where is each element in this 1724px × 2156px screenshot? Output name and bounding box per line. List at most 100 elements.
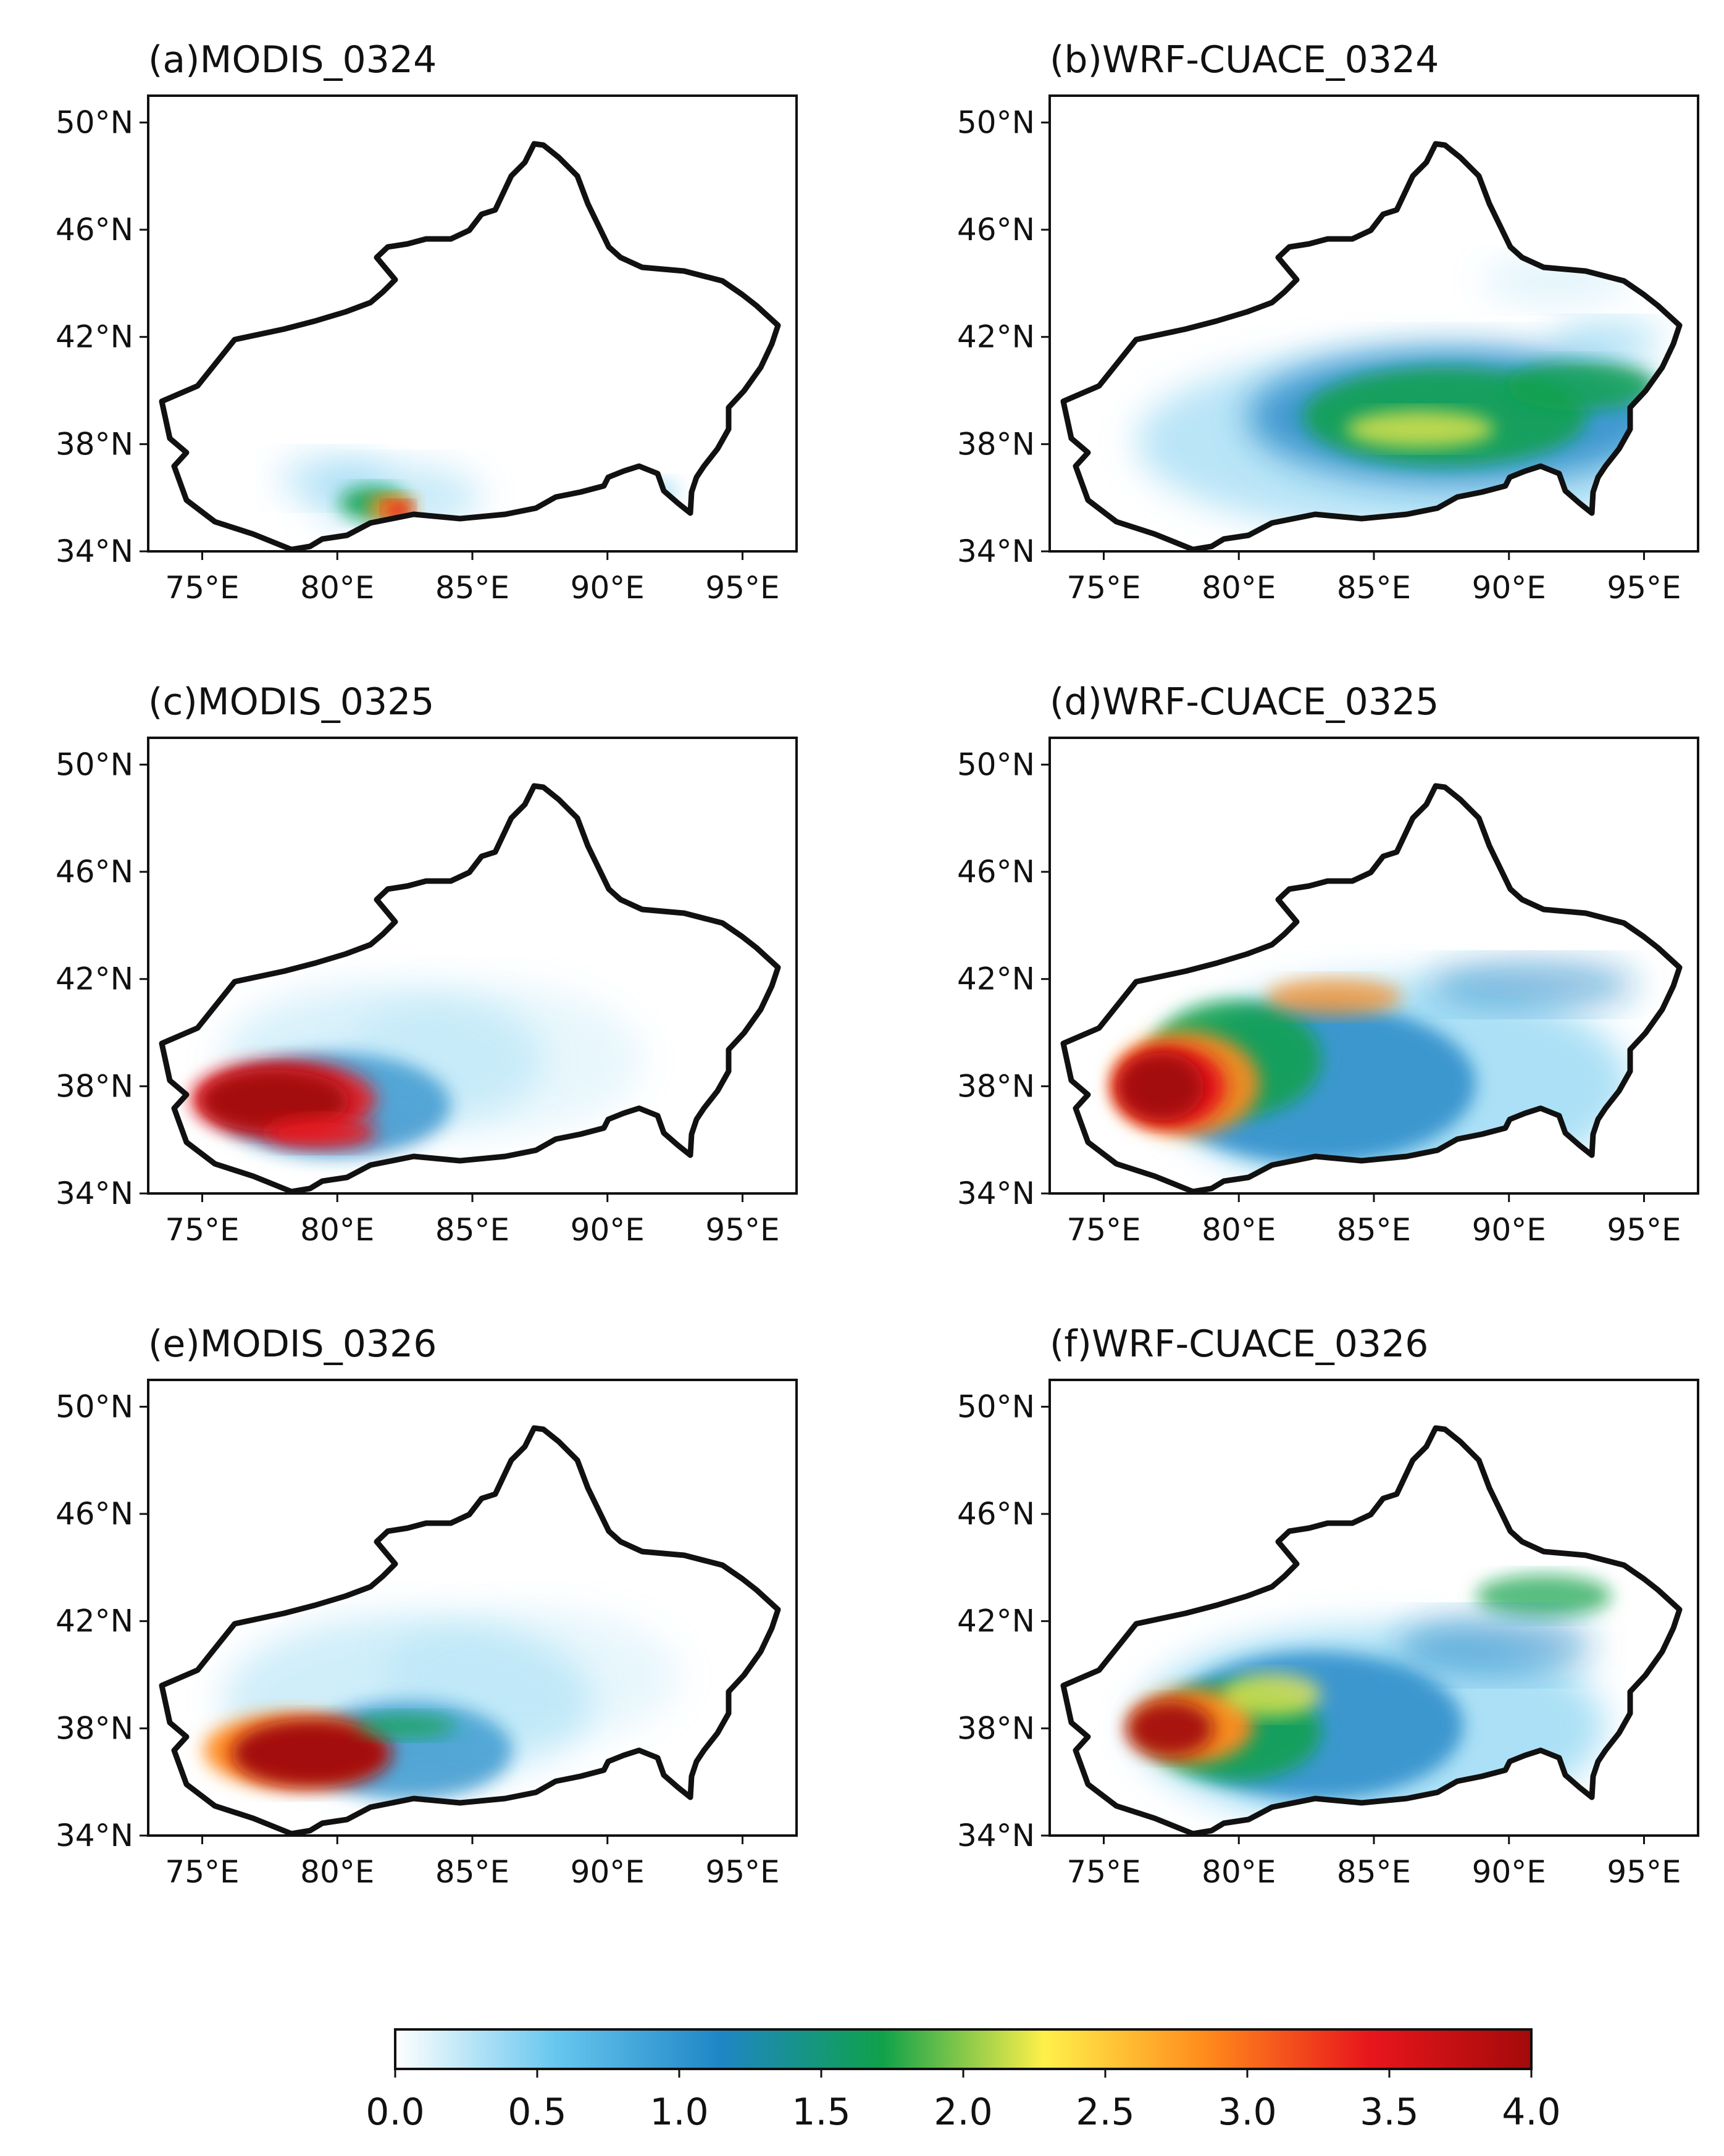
colorbar-tick-label: 3.5 bbox=[1360, 2091, 1418, 2134]
panel-title: (f)WRF-CUACE_0326 bbox=[1050, 1322, 1428, 1366]
xinjiang-border bbox=[159, 783, 781, 1195]
x-tick-label: 85°E bbox=[435, 570, 509, 606]
aod-field bbox=[1111, 960, 1636, 1189]
x-tick-label: 95°E bbox=[1607, 570, 1681, 606]
aod-blob bbox=[346, 985, 642, 1133]
y-tick-label: 34°N bbox=[957, 1176, 1035, 1211]
x-tick-label: 90°E bbox=[571, 1212, 645, 1248]
aod-blob bbox=[1127, 1701, 1213, 1757]
aod-field bbox=[1136, 256, 1680, 534]
y-tick-label: 50°N bbox=[56, 104, 133, 140]
panel-b: (b)WRF-CUACE_0324 75°E 80°E 85°E 90°E 95°E 50°… bbox=[957, 38, 1699, 606]
colorbar-tick-label: 0.5 bbox=[508, 2091, 566, 2134]
x-tick-label: 75°E bbox=[165, 570, 239, 606]
panel-title: (d)WRF-CUACE_0325 bbox=[1050, 680, 1439, 724]
x-tick-label: 75°E bbox=[1066, 1212, 1140, 1248]
colorbar-ticks: 0.0 0.5 1.0 1.5 2.0 2.5 3.0 3.5 4.0 bbox=[366, 2069, 1561, 2134]
x-tick-label: 75°E bbox=[1066, 1854, 1140, 1890]
y-tick-label: 42°N bbox=[56, 961, 133, 997]
xinjiang-border bbox=[1060, 1425, 1683, 1837]
y-tick-label: 46°N bbox=[957, 854, 1035, 890]
aod-blob bbox=[1223, 1673, 1321, 1716]
xinjiang-border bbox=[1060, 783, 1683, 1195]
y-tick-label: 50°N bbox=[957, 746, 1035, 782]
x-tick-label: 80°E bbox=[300, 570, 374, 606]
panel-title: (e)MODIS_0326 bbox=[148, 1322, 437, 1366]
x-tick-label: 90°E bbox=[571, 1854, 645, 1890]
aod-blob bbox=[1396, 1615, 1593, 1676]
x-tick-label: 80°E bbox=[300, 1854, 374, 1890]
y-tick-label: 50°N bbox=[957, 1389, 1035, 1424]
y-tick-label: 46°N bbox=[56, 854, 133, 890]
x-tick-label: 90°E bbox=[1472, 570, 1546, 606]
x-tick-label: 95°E bbox=[705, 1212, 779, 1248]
panel-title: (a)MODIS_0324 bbox=[148, 38, 437, 81]
colorbar-bar bbox=[394, 2028, 1533, 2070]
panel-title: (b)WRF-CUACE_0324 bbox=[1050, 38, 1439, 81]
y-tick-label: 50°N bbox=[56, 1389, 133, 1424]
colorbar-tick-label: 2.5 bbox=[1076, 2091, 1134, 2134]
x-tick-label: 85°E bbox=[1337, 1212, 1411, 1248]
aod-blob bbox=[1550, 321, 1661, 358]
y-tick-label: 50°N bbox=[957, 104, 1035, 140]
aod-blob bbox=[1266, 979, 1402, 1016]
x-tick-label: 85°E bbox=[1337, 570, 1411, 606]
colorbar-tick-label: 3.0 bbox=[1218, 2091, 1276, 2134]
y-tick-label: 34°N bbox=[957, 533, 1035, 569]
x-tick-label: 90°E bbox=[1472, 1212, 1546, 1248]
y-tick-label: 42°N bbox=[56, 319, 133, 355]
x-tick-label: 80°E bbox=[300, 1212, 374, 1248]
xinjiang-border bbox=[159, 141, 781, 553]
y-tick-label: 38°N bbox=[957, 426, 1035, 462]
colorbar-tick-label: 4.0 bbox=[1502, 2091, 1560, 2134]
y-tick-label: 38°N bbox=[56, 426, 133, 462]
y-tick-label: 46°N bbox=[957, 1496, 1035, 1532]
y-tick-label: 38°N bbox=[56, 1068, 133, 1104]
x-tick-label: 95°E bbox=[1607, 1212, 1681, 1248]
y-tick-label: 34°N bbox=[56, 533, 133, 569]
panel-a: (a)MODIS_0324 75°E 80°E 85°E 90°E 95°E 50°N 46°… bbox=[56, 38, 798, 606]
colorbar-tick-label: 0.0 bbox=[366, 2091, 424, 2134]
x-tick-label: 80°E bbox=[1202, 1854, 1276, 1890]
y-tick-label: 38°N bbox=[957, 1068, 1035, 1104]
aod-field bbox=[204, 1608, 679, 1800]
x-tick-label: 80°E bbox=[1202, 570, 1276, 606]
aod-blob bbox=[383, 1608, 679, 1744]
panel-e: (e)MODIS_0326 75°E 80°E 85°E 90°E 95°E 50°N 46°… bbox=[56, 1322, 798, 1890]
x-tick-label: 85°E bbox=[1337, 1854, 1411, 1890]
aod-field bbox=[191, 985, 642, 1158]
region-fill bbox=[162, 144, 778, 549]
y-tick-label: 34°N bbox=[957, 1818, 1035, 1853]
colorbar-tick-label: 1.0 bbox=[650, 2091, 708, 2134]
x-tick-label: 90°E bbox=[571, 570, 645, 606]
panel-title: (c)MODIS_0325 bbox=[148, 680, 434, 724]
x-tick-label: 90°E bbox=[1472, 1854, 1546, 1890]
panel-d: (d)WRF-CUACE_0325 75°E 80°E 85°E 90°E 95°E 50°… bbox=[957, 680, 1699, 1248]
y-tick-label: 50°N bbox=[56, 746, 133, 782]
aod-blob bbox=[1426, 960, 1636, 1009]
aod-blob bbox=[1118, 1053, 1204, 1121]
y-tick-label: 42°N bbox=[957, 961, 1035, 997]
x-tick-label: 95°E bbox=[705, 1854, 779, 1890]
y-tick-label: 38°N bbox=[56, 1710, 133, 1746]
aod-blob bbox=[1346, 411, 1494, 448]
aod-blob bbox=[232, 1719, 392, 1788]
x-tick-label: 75°E bbox=[165, 1854, 239, 1890]
xinjiang-border bbox=[1060, 141, 1683, 553]
panel-f: (f)WRF-CUACE_0326 75°E 80°E 85°E 90°E 95°E 50°… bbox=[957, 1322, 1699, 1890]
panels: (a)MODIS_0324 75°E 80°E 85°E 90°E 95°E 50°N 46°… bbox=[56, 38, 1699, 1890]
aod-blob bbox=[1507, 361, 1655, 411]
x-tick-label: 75°E bbox=[1066, 570, 1140, 606]
x-tick-label: 75°E bbox=[165, 1212, 239, 1248]
y-tick-label: 42°N bbox=[957, 1603, 1035, 1639]
aod-blob bbox=[266, 1117, 377, 1149]
x-tick-label: 85°E bbox=[435, 1212, 509, 1248]
aod-blob bbox=[201, 1070, 349, 1132]
y-tick-label: 38°N bbox=[957, 1710, 1035, 1746]
aod-blob bbox=[1476, 1574, 1612, 1618]
aod-blob bbox=[1482, 256, 1630, 306]
x-tick-label: 95°E bbox=[705, 570, 779, 606]
x-tick-label: 80°E bbox=[1202, 1212, 1276, 1248]
colorbar-tick-label: 2.0 bbox=[934, 2091, 992, 2134]
